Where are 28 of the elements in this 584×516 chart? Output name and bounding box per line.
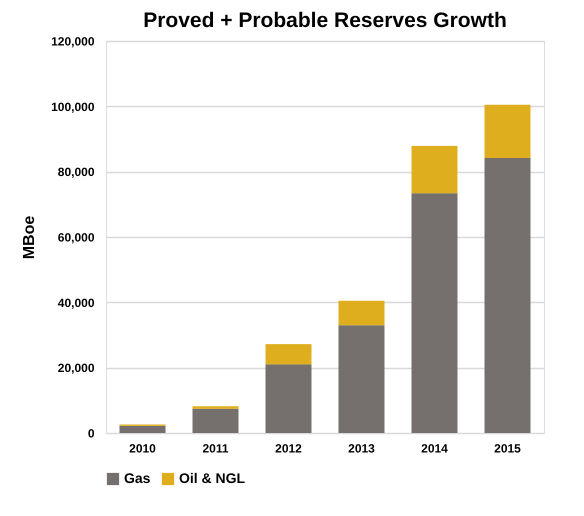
bar <box>266 364 312 433</box>
y-tick-label: 20,000 <box>58 361 95 376</box>
y-tick-label: 80,000 <box>58 165 95 180</box>
chart-title: Proved + Probable Reserves Growth <box>143 9 507 32</box>
bar <box>192 408 238 433</box>
bar <box>266 344 312 364</box>
bar <box>120 426 166 433</box>
y-axis-title: MBoe <box>21 216 38 260</box>
legend-label: Oil & NGL <box>179 470 246 486</box>
y-tick-label: 40,000 <box>58 296 95 310</box>
x-tick-label: 2014 <box>421 442 448 456</box>
bar <box>484 158 530 433</box>
x-tick-label: 2011 <box>202 442 229 456</box>
x-tick-label: 2010 <box>129 442 156 456</box>
legend-label: Gas <box>124 470 151 486</box>
y-tick-label: 100,000 <box>51 100 95 114</box>
bar <box>412 146 458 194</box>
bar <box>338 325 384 433</box>
y-tick-label: 60,000 <box>58 230 95 244</box>
x-tick-label: 2012 <box>275 442 302 456</box>
y-tick-label: 120,000 <box>51 34 95 48</box>
bar <box>338 300 384 326</box>
x-tick-label: 2015 <box>494 442 522 456</box>
bar <box>192 406 238 409</box>
y-tick-label: 0 <box>88 426 95 440</box>
bar <box>412 193 458 433</box>
x-tick-label: 2013 <box>348 442 376 456</box>
bar <box>484 104 530 158</box>
